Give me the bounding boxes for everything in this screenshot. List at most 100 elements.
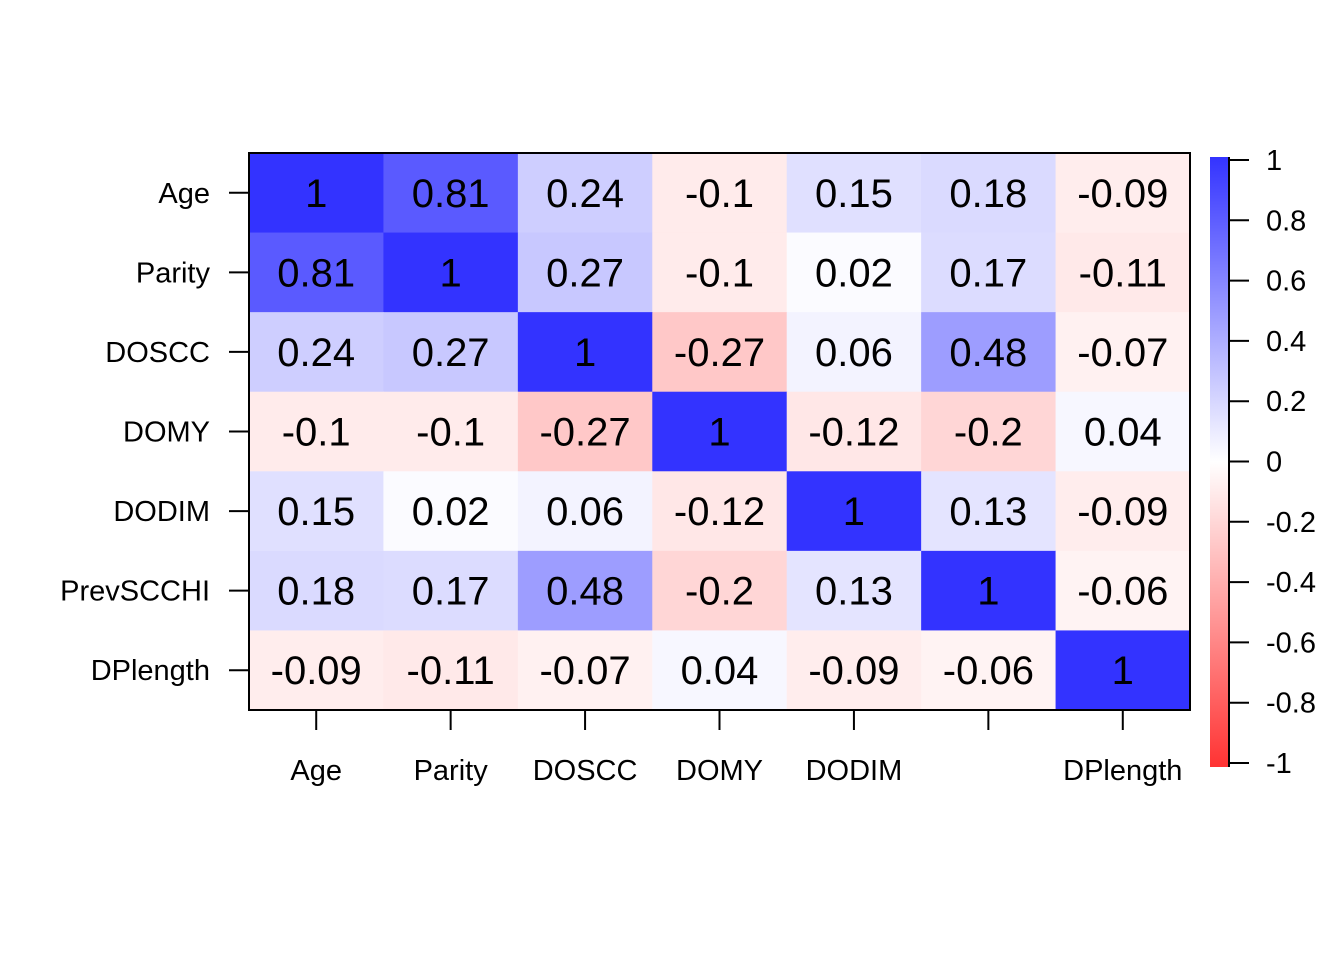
cell-value-label: 0.27 bbox=[546, 251, 624, 295]
heatmap-cell bbox=[786, 153, 922, 234]
heatmap-cell bbox=[786, 550, 922, 631]
heatmap-cell bbox=[652, 471, 788, 552]
row-tick-label: DPlength bbox=[91, 655, 210, 687]
row-axis: Age Parity DOSCC DOMY DODIM PrevSCCHI DPlength bbox=[60, 178, 249, 687]
heatmap-cell bbox=[1055, 550, 1191, 631]
cell-value-label: -0.06 bbox=[943, 649, 1034, 693]
heatmap-cell bbox=[517, 630, 653, 711]
column-axis: Age Parity DOSCC DOMY DODIM DPlength bbox=[290, 710, 1182, 787]
cell-value-label: 1 bbox=[574, 331, 596, 375]
heatmap-cell bbox=[249, 391, 384, 472]
color-scale-tick-label: 0.4 bbox=[1266, 326, 1306, 358]
heatmap-cell bbox=[1055, 391, 1191, 472]
heatmap-cell bbox=[383, 471, 519, 552]
cell-value-label: 0.02 bbox=[815, 251, 893, 295]
color-scale-tick-label: -0.8 bbox=[1266, 688, 1316, 720]
row-tick-label: PrevSCCHI bbox=[60, 576, 210, 608]
cell-value-label: -0.1 bbox=[416, 411, 485, 455]
color-scale-tick-label: 1 bbox=[1266, 145, 1282, 177]
cell-value-label: 0.48 bbox=[546, 570, 624, 614]
heatmap-cell bbox=[249, 471, 384, 552]
heatmap-cell bbox=[786, 630, 922, 711]
cell-value-label: 0.02 bbox=[412, 490, 490, 534]
cell-value-label: 0.06 bbox=[546, 490, 624, 534]
color-scale-tick-label: 0.8 bbox=[1266, 205, 1306, 237]
heatmap-cell bbox=[921, 471, 1057, 552]
row-tick-label: DOMY bbox=[123, 417, 210, 449]
cell-value-label: 0.24 bbox=[277, 331, 355, 375]
color-scale-legend: 1 0.8 0.6 0.4 0.2 0 -0.2 -0.4 -0.6 -0.8 -1 bbox=[1210, 145, 1316, 780]
heatmap-cell bbox=[921, 153, 1057, 234]
cell-value-label: -0.1 bbox=[685, 251, 754, 295]
heatmap-cell bbox=[1055, 471, 1191, 552]
row-tick-label: Age bbox=[158, 178, 210, 210]
cell-value-label: 0.04 bbox=[1084, 411, 1162, 455]
cell-value-label: -0.27 bbox=[539, 411, 630, 455]
column-tick-label: DODIM bbox=[806, 755, 903, 787]
cell-value-label: 1 bbox=[305, 172, 327, 216]
cell-value-label: 0.15 bbox=[815, 172, 893, 216]
heatmap-cell bbox=[249, 630, 384, 711]
cell-value-label: -0.27 bbox=[674, 331, 765, 375]
cell-value-label: 1 bbox=[977, 570, 999, 614]
cell-value-label: -0.2 bbox=[685, 570, 754, 614]
heatmap-cell bbox=[652, 630, 788, 711]
cell-value-label: 0.13 bbox=[815, 570, 893, 614]
heatmap-cell bbox=[652, 312, 788, 393]
cell-value-label: -0.11 bbox=[1079, 251, 1167, 295]
color-scale-tick-label: 0.2 bbox=[1266, 386, 1306, 418]
cell-value-label: 0.27 bbox=[412, 331, 490, 375]
cell-value-label: -0.12 bbox=[674, 490, 765, 534]
heatmap-cell bbox=[1055, 630, 1191, 711]
heatmap-cell bbox=[383, 232, 519, 313]
cell-value-label: -0.11 bbox=[407, 649, 495, 693]
heatmap-cell bbox=[786, 232, 922, 313]
cell-value-label: 0.24 bbox=[546, 172, 624, 216]
row-tick-label: DODIM bbox=[113, 496, 210, 528]
cell-value-label: 0.15 bbox=[277, 490, 355, 534]
cell-value-label: 0.06 bbox=[815, 331, 893, 375]
cell-value-label: 0.17 bbox=[949, 251, 1027, 295]
heatmap-cell bbox=[652, 550, 788, 631]
heatmap-cell bbox=[921, 232, 1057, 313]
heatmap-cells bbox=[249, 153, 1191, 711]
heatmap-cell bbox=[517, 153, 653, 234]
cell-value-label: -0.09 bbox=[1077, 490, 1168, 534]
heatmap-cell bbox=[1055, 312, 1191, 393]
cell-value-label: 0.18 bbox=[949, 172, 1027, 216]
cell-value-label: -0.09 bbox=[808, 649, 899, 693]
cell-value-label: -0.09 bbox=[271, 649, 362, 693]
heatmap-cell bbox=[921, 312, 1057, 393]
color-scale-tick-label: -1 bbox=[1266, 748, 1292, 780]
cell-value-label: 0.81 bbox=[277, 251, 355, 295]
cell-value-label: -0.2 bbox=[954, 411, 1023, 455]
cell-value-label: -0.06 bbox=[1077, 570, 1168, 614]
color-scale-tick-label: -0.4 bbox=[1266, 567, 1316, 599]
column-tick-label: Age bbox=[290, 755, 342, 787]
cell-value-label: 0.13 bbox=[949, 490, 1027, 534]
cell-value-label: -0.07 bbox=[1077, 331, 1168, 375]
cell-value-label: 1 bbox=[1112, 649, 1134, 693]
heatmap-cell bbox=[652, 391, 788, 472]
heatmap-cell bbox=[517, 312, 653, 393]
color-scale-tick-label: -0.2 bbox=[1266, 507, 1316, 539]
heatmap-cell bbox=[652, 232, 788, 313]
row-tick-label: Parity bbox=[136, 257, 211, 289]
row-tick-label: DOSCC bbox=[105, 337, 210, 369]
column-tick-label: DPlength bbox=[1063, 755, 1182, 787]
heatmap-cell bbox=[383, 550, 519, 631]
heatmap-cell bbox=[652, 153, 788, 234]
heatmap-cell bbox=[786, 312, 922, 393]
heatmap-cell bbox=[249, 550, 384, 631]
cell-value-label: 0.18 bbox=[277, 570, 355, 614]
heatmap-cell bbox=[383, 312, 519, 393]
cell-value-label: -0.09 bbox=[1077, 172, 1168, 216]
heatmap-cell bbox=[1055, 232, 1191, 313]
color-scale-bar bbox=[1210, 157, 1229, 767]
cell-value-label: 0.04 bbox=[681, 649, 759, 693]
heatmap-cell bbox=[517, 550, 653, 631]
heatmap-cell bbox=[383, 391, 519, 472]
heatmap-cell bbox=[1055, 153, 1191, 234]
heatmap-cell bbox=[786, 471, 922, 552]
heatmap-cell bbox=[921, 550, 1057, 631]
